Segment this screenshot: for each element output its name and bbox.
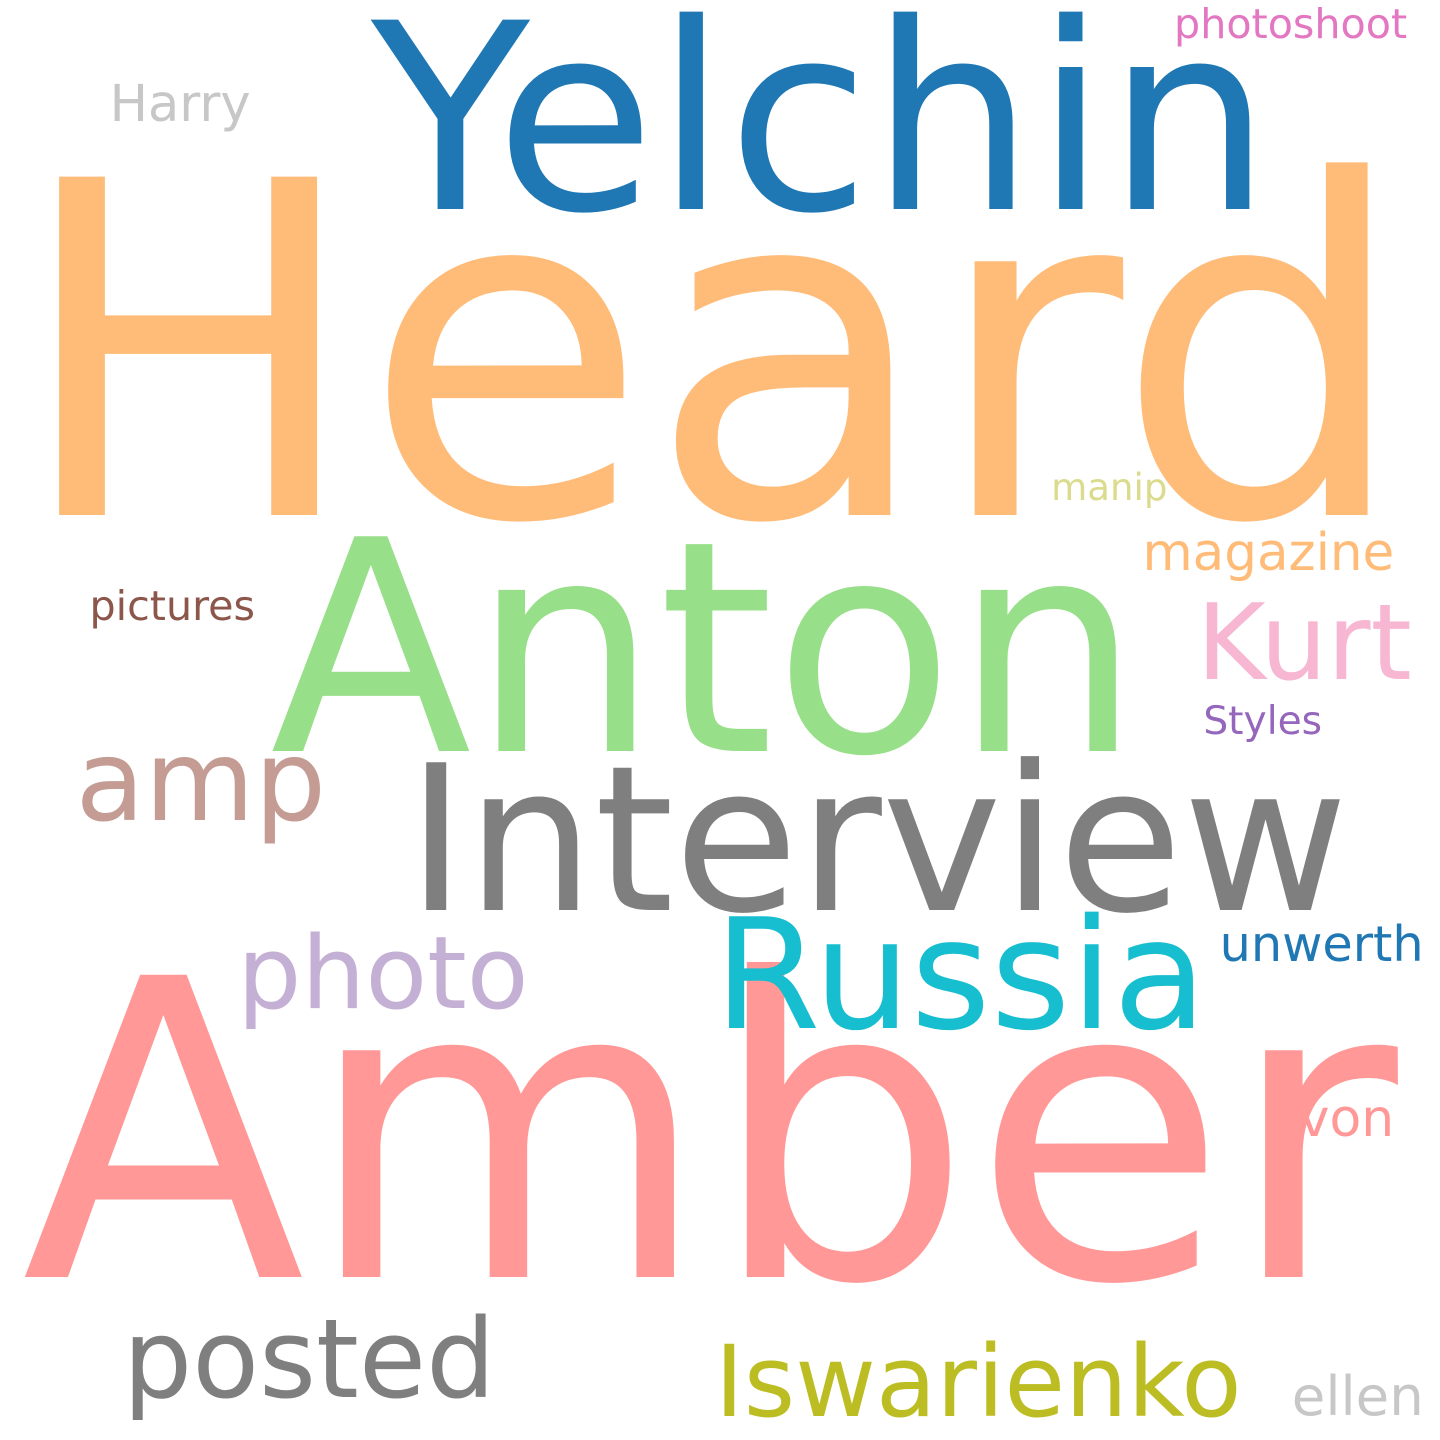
word-harry: Harry [109, 75, 251, 135]
word-posted: posted [122, 1295, 496, 1423]
word-ellen: ellen [1291, 1363, 1424, 1428]
word-amber: Amber [21, 891, 1398, 1375]
word-yelchin: Yelchin [371, 0, 1272, 271]
word-von: von [1298, 1089, 1395, 1150]
word-styles: Styles [1203, 698, 1323, 744]
word-iswarienko: Iswarienko [714, 1325, 1242, 1440]
word-photoshoot: photoshoot [1174, 0, 1408, 49]
word-pictures: pictures [89, 582, 255, 631]
word-russia: Russia [714, 886, 1207, 1065]
word-anton: Anton [270, 478, 1141, 821]
word-unwerth: unwerth [1219, 914, 1424, 973]
word-magazine: magazine [1142, 523, 1395, 584]
word-interview: Interview [406, 721, 1349, 958]
word-photo: photo [237, 914, 529, 1033]
word-heard: Heard [13, 84, 1410, 625]
word-kurt: Kurt [1196, 580, 1412, 704]
word-amp: amp [75, 715, 327, 848]
word-manip: manip [1051, 465, 1168, 509]
